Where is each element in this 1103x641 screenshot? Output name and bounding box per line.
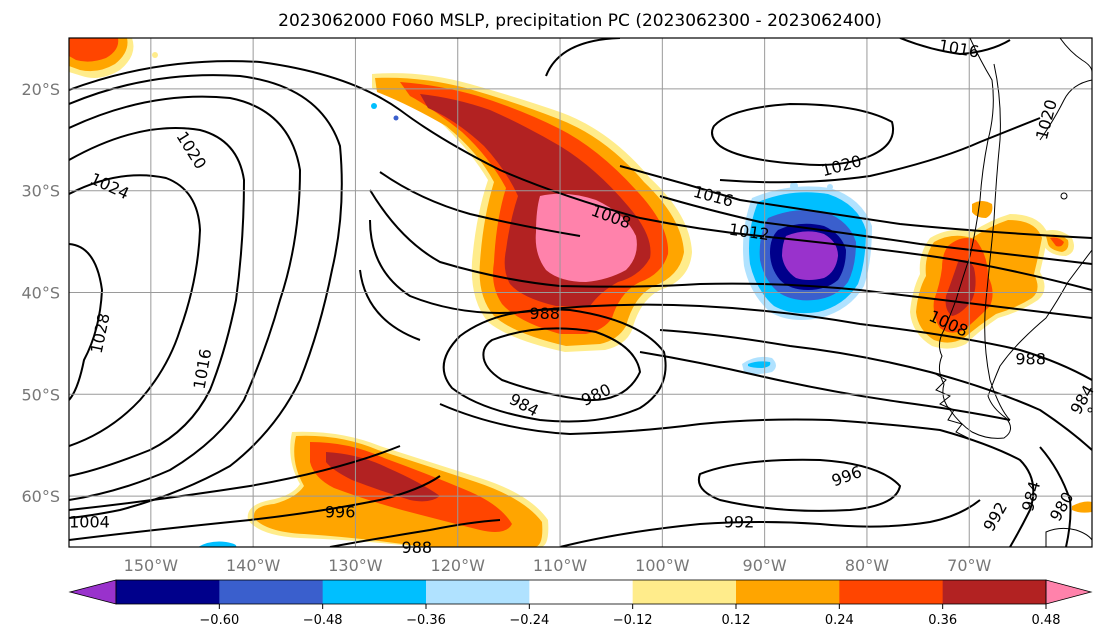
isobar-992 [359, 269, 1092, 547]
isobar-label-text: 988 [1015, 350, 1046, 369]
isobar-label: 1004 [69, 513, 110, 532]
latitude-label: 50°S [21, 385, 60, 404]
colorbar-frame [115, 579, 1047, 605]
colorbar-tick-label: 0.12 [722, 613, 751, 628]
isobar-low-center-outer [442, 308, 667, 423]
colorbar-extend-high [1045, 579, 1093, 605]
longitude-label: 140°W [226, 556, 281, 575]
colorbar-tick-label: 0.36 [928, 613, 957, 628]
colorbar-tick-label: −0.48 [303, 613, 343, 628]
precip-region-southwest [198, 431, 549, 547]
colorbar-segment [529, 580, 634, 604]
precip-region-northwest [69, 38, 134, 78]
isobar-1008 [69, 60, 1092, 291]
colorbar-segment [322, 580, 427, 604]
colorbar-segment [942, 580, 1047, 604]
isobar-980 [1039, 446, 1072, 547]
longitude-labels: 150°W 140°W 130°W 120°W 110°W 100°W 90°W 80°W 70… [124, 556, 992, 575]
colorbar-segment [736, 580, 840, 604]
isobar-1020-west [69, 127, 246, 477]
isobar-label: 988 [529, 304, 560, 323]
colorbar-tick-label: 0.48 [1032, 613, 1061, 628]
isobar-1004 [69, 171, 581, 511]
longitude-label: 70°W [947, 556, 991, 575]
map-frame [68, 37, 1093, 548]
longitude-label: 110°W [533, 556, 588, 575]
longitude-label: 120°W [431, 556, 486, 575]
isobar-label-text: 1004 [69, 513, 110, 532]
latitude-label: 40°S [21, 284, 60, 303]
colorbar-segment [632, 580, 737, 604]
isobar-label: 996 [325, 502, 356, 521]
chile-argentina-border [984, 63, 1011, 421]
isobar-label: 988 [1015, 350, 1046, 369]
latitude-labels: 20°S 30°S 40°S 50°S 60°S [21, 80, 60, 506]
precipitation-shading [69, 38, 1092, 547]
isobar-1020 [545, 38, 1041, 184]
colorbar-segment [426, 580, 530, 604]
colorbar-tick-label: −0.24 [509, 613, 549, 628]
precip-speckles [152, 52, 833, 190]
longitude-label: 150°W [124, 556, 179, 575]
longitude-label: 100°W [635, 556, 690, 575]
colorbar-tick-label: −0.12 [613, 613, 653, 628]
isobar-1016-east [899, 38, 1011, 56]
colorbar-tick-label: 0.24 [825, 613, 854, 628]
longitude-label: 90°W [743, 556, 787, 575]
isobar-1016 [619, 165, 1092, 239]
isobar-1012-west [69, 74, 343, 519]
isobar-label-text: 992 [724, 513, 755, 532]
colorbar-segment [839, 580, 944, 604]
coastline-south-america [938, 38, 1092, 439]
graticule [69, 38, 1092, 547]
isobar-label-text: 988 [529, 304, 560, 323]
isobar-996-south [698, 458, 902, 512]
longitude-label: 80°W [845, 556, 889, 575]
precip-region-central [372, 73, 692, 352]
latitude-label: 60°S [21, 487, 60, 506]
latitude-label: 30°S [21, 182, 60, 201]
isobar-1028 [69, 243, 104, 401]
latitude-label: 20°S [21, 80, 60, 99]
isobar-1012 [659, 195, 1092, 265]
isobar-lines [69, 38, 1092, 547]
figure-title: 2023062000 F060 MSLP, precipitation PC (… [278, 11, 882, 31]
colorbar-segment [116, 580, 220, 604]
isobar-1016-west [69, 95, 302, 501]
isobar-label-text: 996 [325, 502, 356, 521]
colorbar-tick-label: −0.60 [199, 613, 239, 628]
coastline-east [1039, 38, 1092, 141]
isobar-high-southeast-pacific [711, 102, 894, 166]
isobar-984 [439, 403, 1035, 547]
fjords [931, 371, 969, 439]
colorbar-tick-label: −0.36 [406, 613, 446, 628]
coastlines [931, 38, 1092, 547]
colorbar: −0.60 −0.48 −0.36 −0.24 −0.12 0.12 0.24 0.36 0.4… [68, 579, 1093, 628]
isobar-1000 [369, 189, 1092, 319]
colorbar-extend-low [68, 579, 117, 605]
colorbar-segment [219, 580, 324, 604]
isobar-label: 992 [724, 513, 755, 532]
isobar-low-center-inner [482, 327, 642, 402]
longitude-label: 130°W [328, 556, 383, 575]
isobar-996 [69, 219, 1092, 541]
